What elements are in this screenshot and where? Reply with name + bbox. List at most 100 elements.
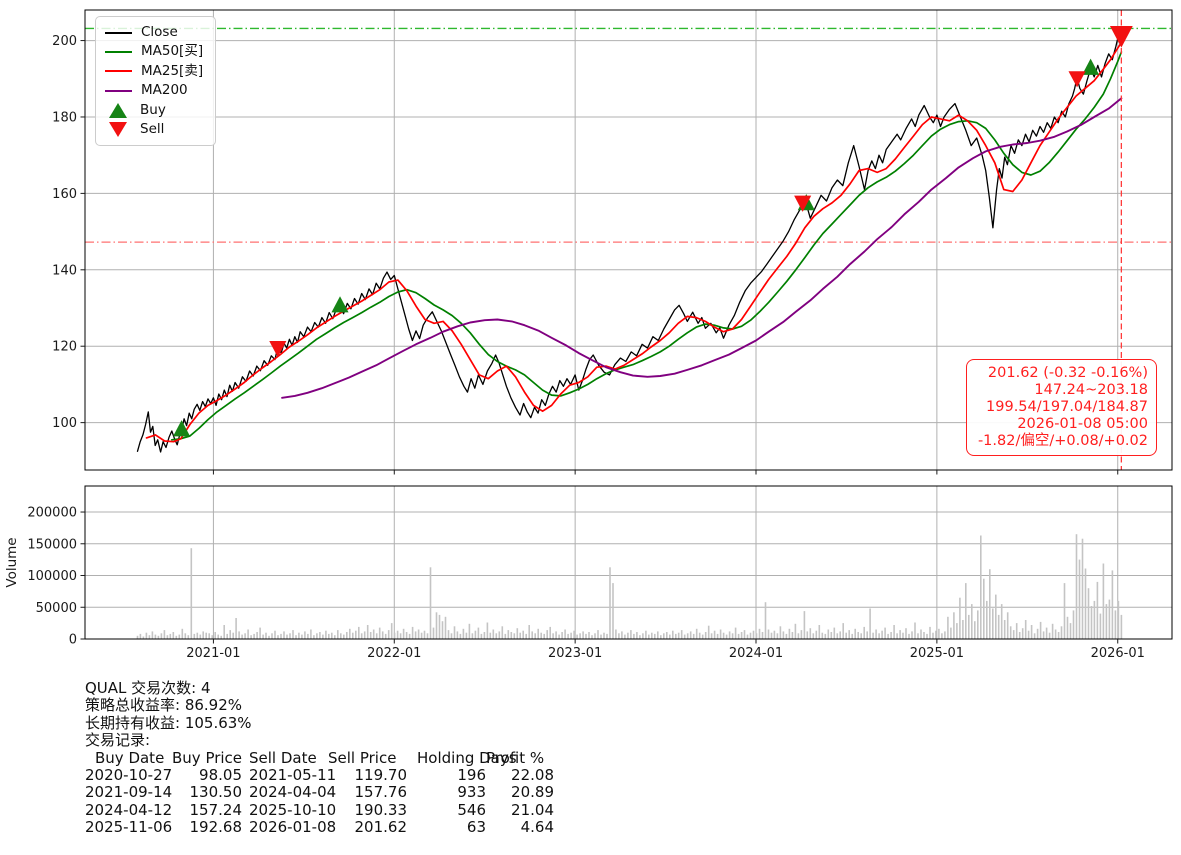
price-tick-label: 160 (52, 187, 77, 202)
trade-buy-date: 2020-10-27 (85, 766, 173, 785)
legend-item-ma200: MA200 (105, 81, 206, 100)
price-tick-label: 100 (52, 416, 77, 431)
ma50-line-swatch-icon (105, 51, 132, 54)
legend-item-ma50: MA50[买] (105, 42, 206, 61)
trade-profit: 21.04 (511, 800, 554, 819)
trade-sell-price: 190.33 (354, 800, 408, 819)
col-holding-days: Holding Days (417, 748, 517, 767)
time-tick-label: 2023-01 (548, 646, 602, 661)
grid-lines (85, 10, 1172, 639)
price-tick-label: 120 (52, 340, 77, 355)
trade-sell-price: 119.70 (354, 766, 408, 785)
sell-marker (269, 341, 287, 358)
trade-table-header: Buy Date Buy Price Sell Date Sell Price … (85, 748, 554, 767)
time-tick-label: 2022-01 (367, 646, 421, 661)
volume-tick-label: 0 (69, 633, 77, 648)
trade-sell-date: 2021-05-11 (249, 766, 337, 785)
col-sell-date: Sell Date (249, 748, 317, 767)
trade-sell-date: 2024-04-04 (249, 783, 337, 802)
col-buy-date: Buy Date (95, 748, 165, 767)
trade-holding-days: 63 (466, 818, 486, 837)
legend-label: Buy (140, 101, 166, 118)
legend-label: MA50[买] (141, 43, 204, 60)
trade-profit: 20.89 (511, 783, 554, 802)
ma200-line (281, 97, 1123, 399)
trade-row: 2025-11-06 192.68 2026-01-08 201.62 63 4… (85, 818, 554, 837)
buy-marker (1082, 58, 1100, 75)
volume-tick-label: 100000 (27, 569, 77, 584)
buy-marker (331, 296, 349, 313)
volume-tick-label: 150000 (27, 537, 77, 552)
reference-lines (85, 27, 1172, 243)
legend: Close MA50[买] MA25[卖] MA200 Buy Sell (95, 16, 216, 147)
trade-profit: 22.08 (511, 766, 554, 785)
trade-profit: 4.64 (520, 818, 554, 837)
buy-marker (173, 420, 191, 437)
strategy-return: 策略总收益率: 86.92% (85, 696, 243, 715)
tooltip-bias: -1.82/偏空/+0.08/+0.02 (977, 432, 1148, 449)
buy-triangle-icon (109, 102, 127, 118)
sell-marker (1109, 25, 1133, 48)
legend-item-close: Close (105, 23, 206, 42)
trade-holding-days: 933 (457, 783, 486, 802)
price-tick-label: 180 (52, 110, 77, 125)
ma25-line-swatch-icon (105, 70, 132, 73)
price-tick-label: 140 (52, 263, 77, 278)
axis-ticks-and-labels: 100 120 140 160 180 200 0 50000 100000 150000 2000… (4, 34, 1145, 661)
sell-triangle-icon (109, 122, 127, 138)
tooltip-range: 147.24~203.18 (1034, 381, 1148, 398)
close-line (136, 27, 1123, 453)
trade-buy-date: 2021-09-14 (85, 783, 173, 802)
ma200-line-swatch-icon (105, 89, 132, 92)
legend-label: MA200 (141, 82, 188, 99)
cursor-tooltip: 201.62 (-0.32 -0.16%) 147.24~203.18 199.… (966, 359, 1157, 456)
trade-row: 2020-10-27 98.05 2021-05-11 119.70 196 2… (85, 766, 554, 785)
legend-item-ma25: MA25[卖] (105, 62, 206, 81)
sell-marker (1068, 71, 1086, 88)
volume-bars (136, 534, 1123, 639)
close-line-swatch-icon (105, 31, 132, 34)
legend-label: Close (141, 24, 178, 40)
trade-sell-price: 201.62 (354, 818, 408, 837)
legend-label: Sell (140, 120, 165, 137)
trade-sell-date: 2026-01-08 (249, 818, 337, 837)
price-tick-label: 200 (52, 34, 77, 49)
trade-buy-price: 98.05 (199, 766, 242, 785)
volume-plot-area[interactable] (84, 485, 1173, 640)
time-tick-label: 2024-01 (729, 646, 783, 661)
trade-holding-days: 196 (457, 766, 486, 785)
plot-frames (84, 9, 1173, 640)
col-buy-price: Buy Price (172, 748, 243, 767)
trade-sell-price: 157.76 (354, 783, 408, 802)
tooltip-ma-values: 199.54/197.04/184.87 (986, 398, 1148, 415)
trade-buy-date: 2024-04-12 (85, 800, 173, 819)
sell-marker (794, 195, 812, 212)
trade-count: QUAL 交易次数: 4 (85, 679, 211, 697)
ma50-line (170, 51, 1123, 441)
price-plot-area[interactable] (84, 9, 1173, 471)
trade-buy-price: 157.24 (189, 800, 243, 819)
volume-tick-label: 50000 (36, 601, 77, 616)
trade-buy-price: 130.50 (189, 783, 243, 802)
buy-hold-return: 长期持有收益: 105.63% (85, 713, 252, 732)
legend-item-buy: Buy (105, 101, 206, 120)
trade-markers (173, 25, 1133, 437)
col-sell-price: Sell Price (328, 748, 397, 767)
strategy-stats: QUAL 交易次数: 4 策略总收益率: 86.92% 长期持有收益: 105.… (85, 679, 554, 837)
ma25-line (145, 41, 1123, 443)
trade-sell-date: 2025-10-10 (249, 800, 337, 819)
trade-row: 2021-09-14 130.50 2024-04-04 157.76 933 … (85, 783, 554, 802)
volume-tick-label: 200000 (27, 506, 77, 521)
legend-label: MA25[卖] (141, 62, 204, 79)
legend-item-sell: Sell (105, 120, 206, 139)
trade-log-label: 交易记录: (85, 731, 151, 750)
trade-holding-days: 546 (457, 800, 486, 819)
trade-row: 2024-04-12 157.24 2025-10-10 190.33 546 … (85, 800, 554, 819)
col-profit: Profit % (486, 748, 545, 767)
tooltip-datetime: 2026-01-08 05:00 (1017, 415, 1148, 432)
time-tick-label: 2026-01 (1091, 646, 1145, 661)
tooltip-price-change: 201.62 (-0.32 -0.16%) (987, 365, 1148, 381)
trade-buy-date: 2025-11-06 (85, 818, 173, 837)
